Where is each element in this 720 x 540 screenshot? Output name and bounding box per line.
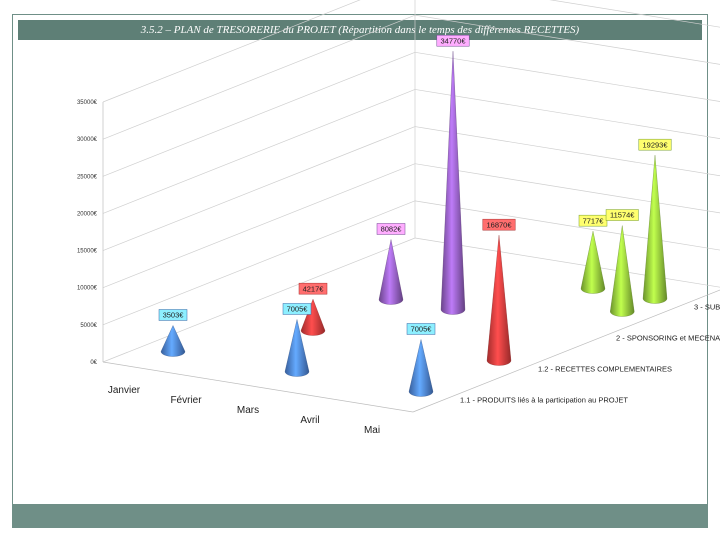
footer-bar xyxy=(12,504,708,528)
y-tick-label: 15000€ xyxy=(77,249,98,255)
x-category-label: Mai xyxy=(364,425,380,436)
data-label: 4217€ xyxy=(298,282,328,295)
cone-mark xyxy=(284,319,310,377)
svg-text:19293€: 19293€ xyxy=(642,140,668,149)
cone-mark xyxy=(160,325,186,357)
x-category-label: Février xyxy=(170,395,202,406)
cone-mark xyxy=(378,239,404,305)
series-name-label: 2 - SPONSORING et MECENAT xyxy=(616,334,720,343)
data-label: 16870€ xyxy=(482,218,516,231)
series-name-label: 1.2 - RECETTES COMPLEMENTAIRES xyxy=(538,365,672,374)
page-title: 3.5.2 – PLAN de TRESORERIE du PROJET (Ré… xyxy=(18,20,702,40)
y-tick-label: 10000€ xyxy=(77,286,98,292)
data-label: 8082€ xyxy=(376,223,406,235)
svg-text:16870€: 16870€ xyxy=(486,220,512,229)
cone-mark xyxy=(408,339,434,397)
x-category-label: Janvier xyxy=(108,385,141,396)
svg-text:4217€: 4217€ xyxy=(303,284,325,293)
cone-mark xyxy=(486,235,512,366)
data-label: 19293€ xyxy=(638,138,672,151)
cone-mark xyxy=(642,155,668,304)
svg-text:8082€: 8082€ xyxy=(381,225,403,234)
svg-text:11574€: 11574€ xyxy=(610,211,635,220)
cone-mark xyxy=(300,298,326,336)
y-tick-label: 25000€ xyxy=(77,174,98,180)
y-tick-label: 0€ xyxy=(90,360,97,366)
data-label: 34770€ xyxy=(436,34,470,47)
x-category-label: Avril xyxy=(300,415,319,426)
svg-text:34770€: 34770€ xyxy=(440,36,466,45)
y-tick-label: 30000€ xyxy=(77,137,98,143)
series-name-label: 3 - SUBVENTIONS PUBLIQUES xyxy=(694,303,720,312)
y-tick-label: 20000€ xyxy=(77,211,98,217)
svg-text:7717€: 7717€ xyxy=(583,216,605,225)
data-label: 7005€ xyxy=(282,303,312,315)
data-label: 7717€ xyxy=(578,214,608,227)
data-label: 7005€ xyxy=(406,323,436,335)
cone-mark xyxy=(580,231,606,294)
y-tick-label: 35000€ xyxy=(77,100,98,106)
svg-text:7005€: 7005€ xyxy=(411,325,433,334)
x-category-label: Mars xyxy=(237,405,259,416)
cone-mark xyxy=(440,51,466,315)
svg-text:7005€: 7005€ xyxy=(287,305,309,314)
cone-mark xyxy=(610,225,635,317)
data-label: 3503€ xyxy=(158,309,188,321)
y-tick-label: 5000€ xyxy=(80,323,97,329)
data-label: 11574€ xyxy=(605,209,639,221)
svg-text:3503€: 3503€ xyxy=(163,311,185,320)
series-name-label: 1.1 - PRODUITS liés à la participation a… xyxy=(460,396,628,405)
